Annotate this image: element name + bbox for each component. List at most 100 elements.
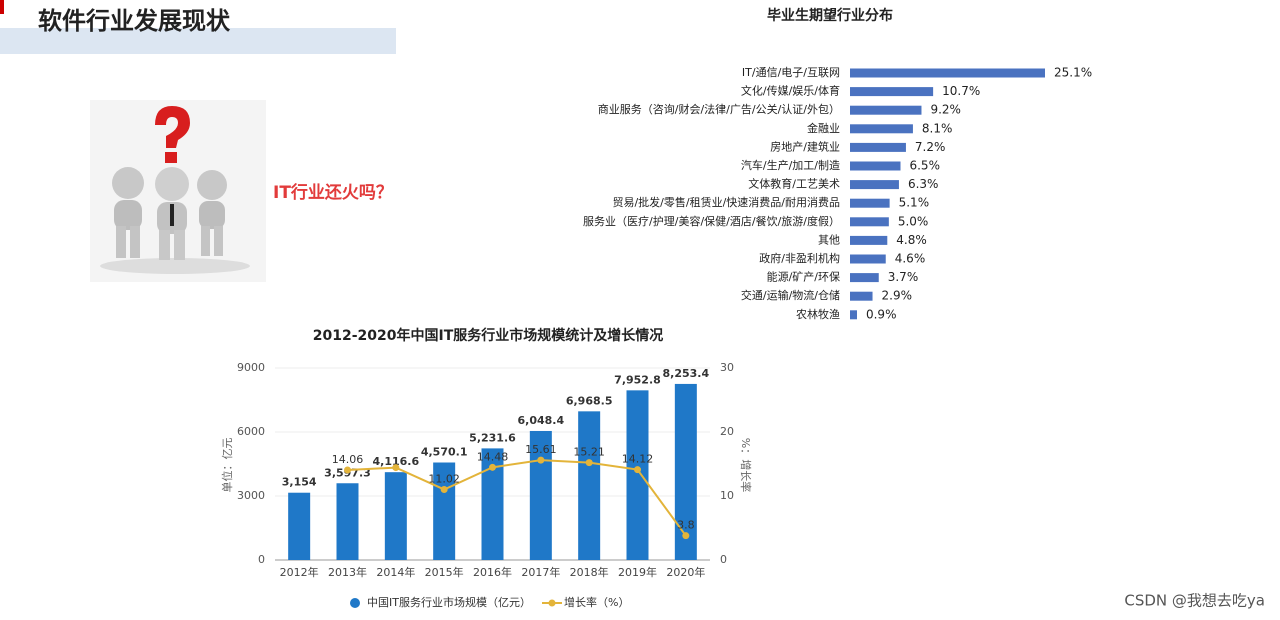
line [347, 459, 687, 537]
corner-mark [0, 0, 4, 14]
x-tick-label: 2018年 [570, 565, 609, 579]
line-value-label: 11.02 [428, 472, 460, 485]
y-tick-label: 6000 [237, 425, 265, 438]
category-label: 文体教育/工艺美术 [748, 177, 840, 191]
bar [288, 492, 311, 560]
bar-value-label: 5,231.6 [469, 431, 516, 444]
value-label: 10.7% [942, 84, 980, 98]
legend-marker [548, 599, 556, 607]
line-point [344, 466, 351, 474]
x-tick-label: 2014年 [376, 565, 415, 579]
line-point [585, 459, 593, 467]
bar [850, 273, 879, 283]
line-point [537, 456, 545, 464]
line-value-label: 14.12 [622, 453, 654, 466]
y2-axis-title: %：增长率 [739, 438, 753, 492]
bar [850, 180, 899, 190]
bar [850, 142, 906, 152]
value-label: 4.6% [895, 252, 926, 266]
y-tick-label: 3000 [237, 489, 265, 502]
line-point [489, 463, 496, 471]
category-label: 交通/运输/物流/仓储 [741, 288, 840, 302]
bar-value-label: 4,116.6 [373, 455, 420, 468]
bar [850, 68, 1045, 78]
bar [850, 235, 888, 245]
y-axis-title: 单位：亿元 [220, 438, 234, 493]
bar-value-label: 3,154 [282, 476, 317, 489]
line-point [634, 466, 641, 474]
value-label: 9.2% [930, 103, 961, 117]
category-label: 服务业（医疗/护理/美容/保健/酒店/餐饮/旅游/度假） [583, 214, 840, 228]
bar [481, 448, 504, 560]
line-value-label: 14.48 [477, 450, 509, 463]
value-label: 25.1% [1054, 66, 1092, 80]
legend-label: 中国IT服务行业市场规模（亿元） [367, 595, 531, 609]
bar [850, 124, 913, 134]
value-label: 2.9% [882, 289, 913, 303]
category-label: 文化/传媒/娱乐/体育 [741, 84, 840, 98]
category-label: 其他 [818, 233, 840, 246]
bar [850, 310, 857, 320]
people-illustration [90, 100, 266, 282]
line-point [682, 532, 690, 540]
bar [850, 198, 890, 208]
x-tick-label: 2020年 [666, 565, 705, 579]
x-tick-label: 2017年 [521, 565, 560, 579]
legend-marker [350, 598, 360, 608]
title-band [0, 28, 396, 54]
value-label: 0.9% [866, 307, 897, 321]
bar [850, 87, 934, 97]
bar-value-label: 4,570.1 [421, 446, 468, 459]
category-label: 农林牧渔 [796, 307, 840, 321]
category-label: 房地产/建筑业 [770, 139, 840, 153]
line-value-label: 14.06 [332, 453, 364, 466]
category-label: 金融业 [807, 121, 840, 135]
y-tick-label: 9000 [237, 361, 265, 374]
bar-value-label: 8,253.4 [663, 367, 710, 380]
bar [384, 472, 407, 560]
x-tick-label: 2013年 [328, 565, 367, 579]
category-label: 贸易/批发/零售/租赁业/快速消费品/耐用消费品 [612, 195, 840, 209]
bar-value-label: 6,048.4 [518, 414, 565, 427]
bar [850, 291, 873, 301]
category-label: 汽车/生产/加工/制造 [741, 158, 840, 172]
bar-value-label: 6,968.5 [566, 394, 613, 407]
value-label: 6.5% [909, 159, 940, 173]
category-label: 政府/非盈利机构 [759, 251, 840, 265]
value-label: 4.8% [896, 233, 927, 247]
bar [850, 105, 922, 115]
value-label: 6.3% [908, 177, 939, 191]
chart-title: 毕业生期望行业分布 [767, 7, 893, 24]
y-tick-label: 0 [258, 553, 265, 566]
line-value-label: 3.8 [677, 519, 695, 532]
x-tick-label: 2012年 [280, 565, 319, 579]
legend-label: 增长率（%） [564, 595, 629, 609]
bar [850, 161, 901, 171]
x-tick-label: 2016年 [473, 565, 512, 579]
bar [529, 430, 552, 560]
x-tick-label: 2015年 [425, 565, 464, 579]
line-value-label: 15.21 [573, 446, 605, 459]
y2-tick-label: 10 [720, 489, 734, 502]
bar [626, 390, 649, 560]
line-point [392, 464, 400, 472]
y2-tick-label: 20 [720, 425, 734, 438]
bar [850, 217, 889, 227]
watermark: CSDN @我想去吃ya [1124, 592, 1265, 610]
line-value-label: 15.61 [525, 443, 557, 456]
line-point [440, 485, 448, 493]
y2-tick-label: 0 [720, 553, 727, 566]
x-tick-label: 2019年 [618, 565, 657, 579]
bar-value-label: 7,952.8 [614, 373, 661, 386]
value-label: 3.7% [888, 270, 919, 284]
value-label: 8.1% [922, 121, 953, 135]
bar [336, 483, 359, 560]
category-label: 能源/矿产/环保 [767, 270, 840, 284]
slide-title: 软件行业发展现状 [38, 7, 231, 35]
category-label: 商业服务（咨询/财会/法律/广告/公关/认证/外包） [598, 102, 840, 116]
bar [850, 254, 886, 264]
bar [674, 383, 697, 560]
question-text: IT行业还火吗？ [273, 182, 393, 203]
